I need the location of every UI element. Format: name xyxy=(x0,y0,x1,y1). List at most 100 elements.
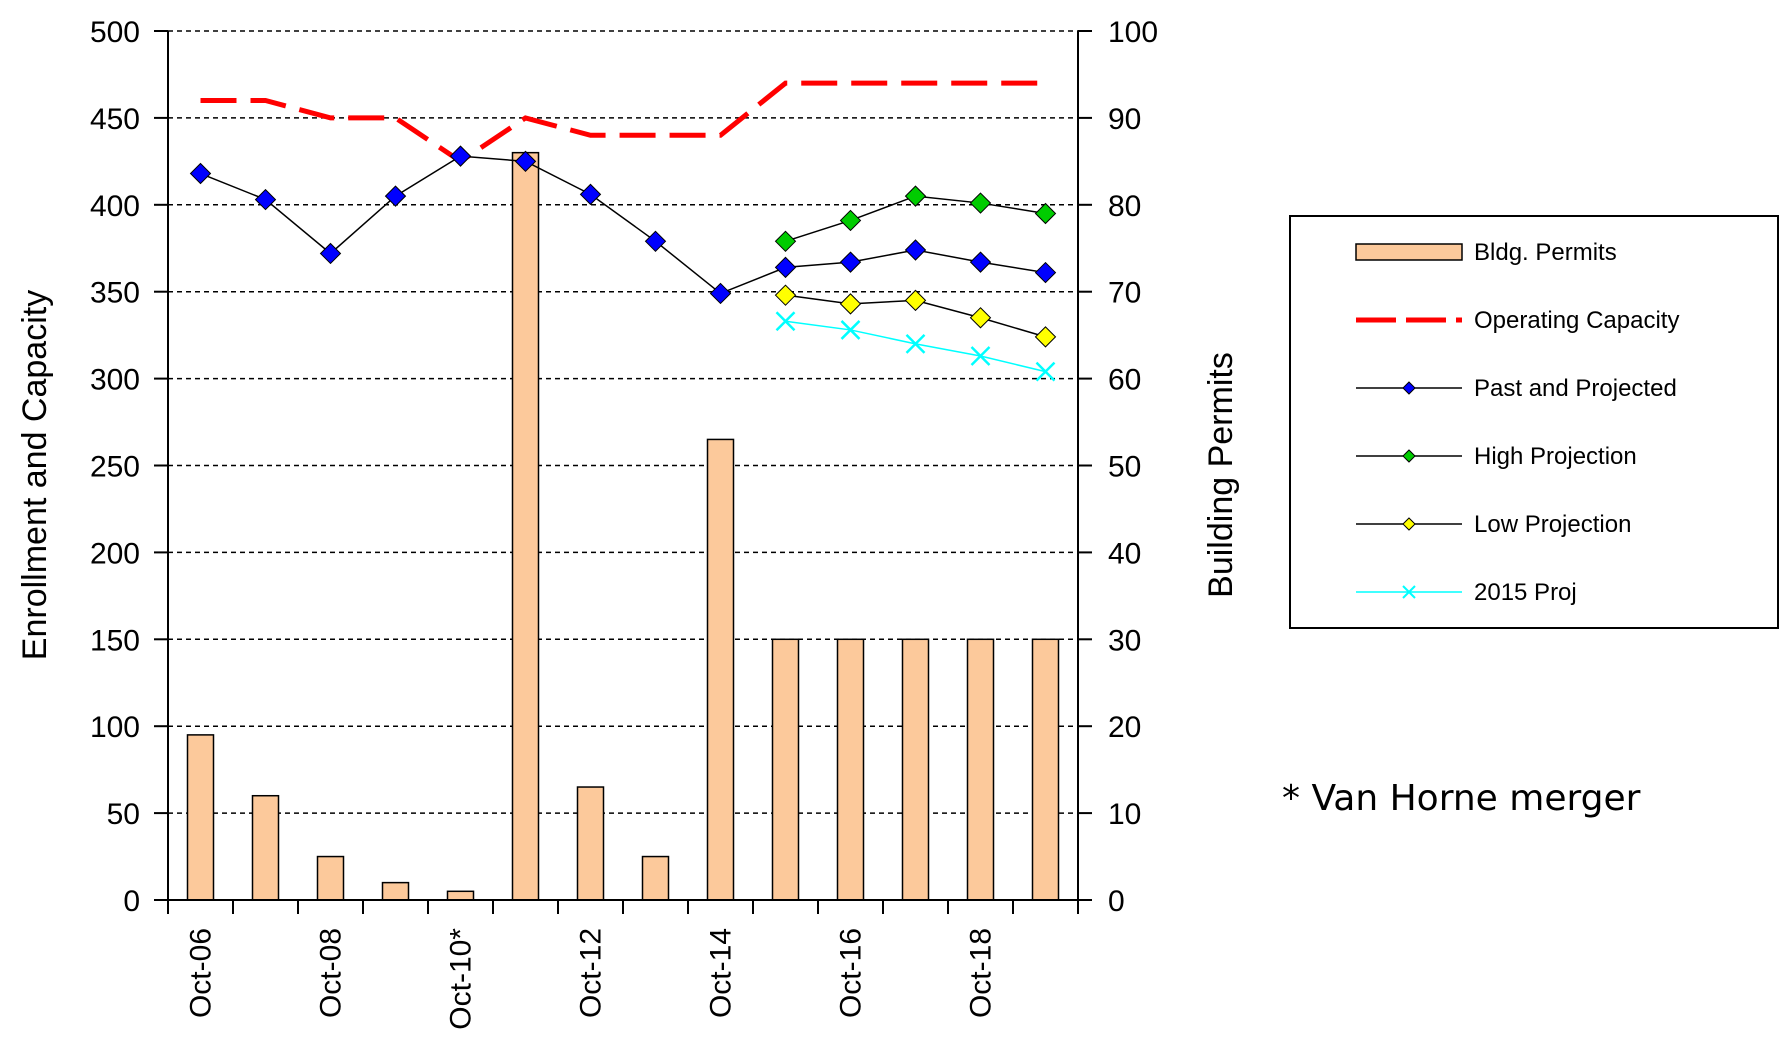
data-point xyxy=(969,307,992,329)
bar xyxy=(446,890,475,901)
y-right-tick-label: 80 xyxy=(1108,190,1141,223)
legend-marker xyxy=(1402,585,1416,599)
y-left-tick-label: 450 xyxy=(90,103,140,136)
legend: Bldg. Permits Operating Capacity Past and … xyxy=(1289,215,1779,629)
legend-box xyxy=(1289,215,1779,629)
y-left-tick-label: 300 xyxy=(90,364,140,397)
y-right-tick-label: 40 xyxy=(1108,537,1141,570)
data-point xyxy=(1035,361,1056,382)
bar xyxy=(706,438,735,901)
data-point xyxy=(384,185,407,207)
y-right-tick-label: 100 xyxy=(1108,16,1158,49)
data-point-stroke xyxy=(905,333,926,354)
y-left-tick-label: 0 xyxy=(123,885,140,918)
data-point xyxy=(969,192,992,214)
legend-label: Operating Capacity xyxy=(1474,307,1679,334)
y-left-tick-label: 500 xyxy=(90,16,140,49)
data-point xyxy=(774,230,797,253)
data-point-stroke xyxy=(970,346,991,366)
data-point xyxy=(1034,202,1057,225)
bar xyxy=(771,638,800,901)
y-right-tick-label: 0 xyxy=(1108,885,1125,918)
y-right-tick-label: 60 xyxy=(1108,364,1141,397)
bar xyxy=(316,855,345,901)
y-left-tick-label: 200 xyxy=(90,537,140,570)
data-point xyxy=(775,311,796,332)
data-point xyxy=(904,239,927,261)
x-tick-label: Oct-12 xyxy=(575,928,608,1018)
data-point xyxy=(1034,326,1057,348)
y-left-tick-label: 400 xyxy=(90,190,140,223)
data-point-stroke xyxy=(1035,361,1056,382)
x-tick-label: Oct-18 xyxy=(965,928,998,1018)
data-point xyxy=(839,209,862,232)
footnote-van-horne: * Van Horne merger xyxy=(1282,778,1641,819)
data-point xyxy=(189,162,212,185)
bar xyxy=(381,881,410,901)
series-line xyxy=(200,155,1046,295)
data-point xyxy=(579,183,602,206)
grid-lines xyxy=(168,30,1078,814)
x-tick-label: Oct-06 xyxy=(185,928,218,1018)
data-point xyxy=(969,251,992,273)
data-point xyxy=(904,185,927,207)
bar xyxy=(901,638,930,901)
data-point xyxy=(839,251,862,273)
data-point xyxy=(254,188,277,211)
data-point xyxy=(774,256,797,279)
data-point xyxy=(840,320,861,340)
data-point xyxy=(905,333,926,354)
x-tick-label: Oct-16 xyxy=(835,928,868,1018)
legend-label: Bldg. Permits xyxy=(1474,239,1617,266)
bar xyxy=(511,151,540,901)
y-left-tick-label: 50 xyxy=(107,798,140,831)
y-left-tick-label: 250 xyxy=(90,451,140,484)
y-right-tick-label: 50 xyxy=(1108,451,1141,484)
y-left-tick-label: 350 xyxy=(90,277,140,310)
x-tick-label: Oct-14 xyxy=(705,928,738,1018)
legend-label: High Projection xyxy=(1474,443,1637,470)
bar xyxy=(836,638,865,901)
data-point xyxy=(709,282,732,305)
legend-label: Low Projection xyxy=(1474,511,1631,538)
y-right-tick-label: 90 xyxy=(1108,103,1141,136)
bars xyxy=(186,151,1060,901)
data-point xyxy=(774,284,797,306)
data-point xyxy=(839,293,862,315)
y-left-tick-label: 100 xyxy=(90,711,140,744)
data-point xyxy=(1034,261,1057,284)
legend-marker xyxy=(1402,449,1416,463)
series-lines xyxy=(189,80,1057,382)
tick-labels: 0 50 100 150 200 250 300 350 400 450 500 0 10 20 30 40 5… xyxy=(90,16,1158,1030)
data-point-stroke xyxy=(775,311,796,332)
y-right-tick-label: 10 xyxy=(1108,798,1141,831)
bar xyxy=(251,794,280,901)
axes xyxy=(154,30,1092,914)
y-left-tick-label: 150 xyxy=(90,624,140,657)
data-point xyxy=(449,145,472,167)
y-axis-left-title: Enrollment and Capacity xyxy=(16,290,54,660)
legend-label: 2015 Proj xyxy=(1474,579,1577,606)
data-point xyxy=(319,242,342,265)
bar xyxy=(641,855,670,901)
data-point xyxy=(514,150,537,173)
bar xyxy=(186,734,215,901)
data-point xyxy=(970,346,991,366)
legend-swatch xyxy=(1355,243,1463,261)
bar xyxy=(576,786,605,901)
bar xyxy=(966,638,995,901)
data-point xyxy=(904,289,927,312)
y-right-tick-label: 30 xyxy=(1108,624,1141,657)
series-line xyxy=(785,320,1046,373)
y-axis-right-title: Building Permits xyxy=(1202,352,1240,598)
y-right-tick-label: 70 xyxy=(1108,277,1141,310)
bar xyxy=(1031,638,1060,901)
legend-marker xyxy=(1402,517,1416,531)
legend-marker xyxy=(1402,381,1416,395)
legend-label: Past and Projected xyxy=(1474,375,1677,402)
series-line xyxy=(200,80,1046,165)
y-right-tick-label: 20 xyxy=(1108,711,1141,744)
x-tick-label: Oct-08 xyxy=(315,928,348,1018)
x-tick-label: Oct-10* xyxy=(445,928,478,1030)
